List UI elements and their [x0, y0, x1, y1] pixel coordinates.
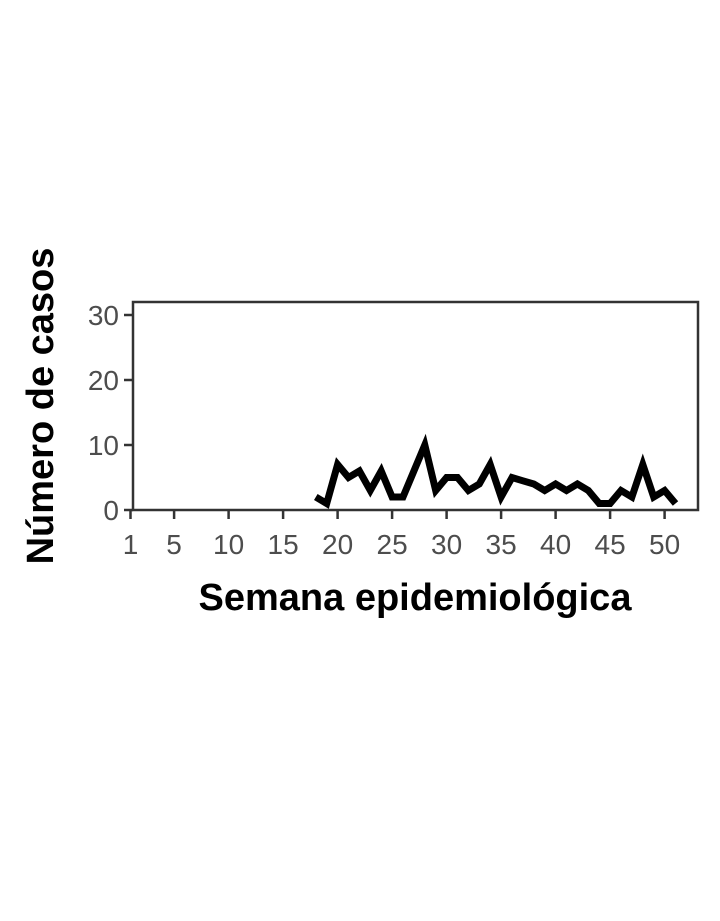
y-tick-label: 10	[88, 430, 119, 461]
x-tick-label: 20	[322, 529, 353, 560]
x-tick-label: 45	[595, 529, 626, 560]
x-tick-label: 50	[649, 529, 680, 560]
plot-panel	[131, 300, 700, 512]
x-tick-label: 5	[166, 529, 182, 560]
x-tick-label: 40	[540, 529, 571, 560]
series-line	[314, 433, 679, 509]
y-tick-label: 30	[88, 300, 119, 331]
x-tick-label: 35	[486, 529, 517, 560]
y-tick-label: 0	[103, 495, 119, 526]
x-tick-label: 10	[213, 529, 244, 560]
x-tick-label: 25	[377, 529, 408, 560]
series-layer	[314, 433, 679, 509]
x-tick-label: 15	[268, 529, 299, 560]
y-axis: 0 10 20 30	[88, 300, 133, 526]
x-tick-label: 1	[123, 529, 139, 560]
x-axis-title: Semana epidemiológica	[199, 577, 633, 619]
x-tick-label: 30	[431, 529, 462, 560]
y-tick-label: 20	[88, 365, 119, 396]
y-axis-title: Número de casos	[20, 248, 62, 565]
x-axis: 1 5 10 15 20 25 30 35 40 45 50	[123, 510, 680, 560]
